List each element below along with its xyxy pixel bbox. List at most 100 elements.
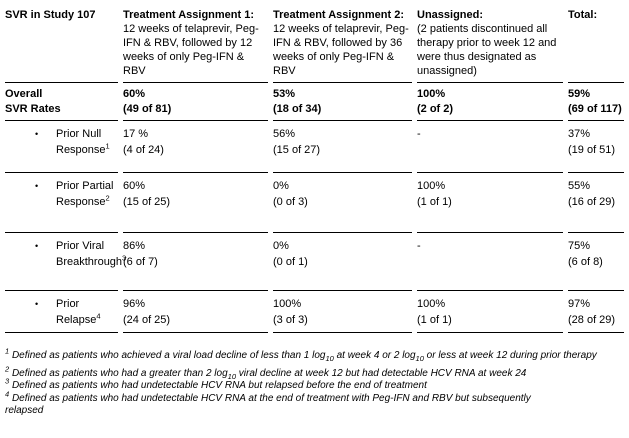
cell-partial-total-n: (16 of 29) xyxy=(568,196,616,208)
cell-partial-total-pct: 55% xyxy=(568,180,591,192)
row-overall-svr-rates: Overall SVR Rates 60% (49 of 81) 53% (18… xyxy=(5,83,624,121)
cell-overall-ta1-pct: 60% xyxy=(123,88,146,100)
cell-viral-unassigned-pct: - xyxy=(417,240,421,252)
cell-relapse-unassigned-pct: 100% xyxy=(417,298,446,310)
bullet-icon: • xyxy=(35,241,39,251)
cell-viral-ta1: 86% (6 of 7) xyxy=(123,233,268,291)
cell-overall-ta2-pct: 53% xyxy=(273,88,296,100)
cell-null-total: 37% (19 of 51) xyxy=(568,121,624,173)
table-title: SVR in Study 107 xyxy=(5,9,96,21)
cell-viral-total-n: (6 of 8) xyxy=(568,256,603,268)
cell-relapse-ta2-n: (3 of 3) xyxy=(273,314,308,326)
row-label-prior-viral-breakthrough: • Prior Viral Breakthrough3 xyxy=(5,233,126,291)
row-label-prior-null-response: • Prior Null Response1 xyxy=(5,121,118,173)
row-label-prior-viral-line1: Prior Viral xyxy=(56,240,105,252)
footnote-2-text: Defined as patients who had a greater th… xyxy=(11,367,228,379)
col-header-total-title: Total: xyxy=(568,9,598,21)
document-page: SVR in Study 107 Treatment Assignment 1:… xyxy=(0,0,629,418)
cell-overall-unassigned: 100% (2 of 2) xyxy=(417,83,563,121)
row-label-prior-null-line1: Prior Null xyxy=(56,128,102,140)
cell-overall-ta2-n: (18 of 34) xyxy=(273,103,322,115)
cell-null-ta2: 56% (15 of 27) xyxy=(273,121,412,173)
cell-overall-ta2: 53% (18 of 34) xyxy=(273,83,412,121)
cell-relapse-ta1-pct: 96% xyxy=(123,298,146,310)
cell-null-unassigned-pct: - xyxy=(417,128,421,140)
cell-null-unassigned: - xyxy=(417,121,563,173)
row-prior-viral-breakthrough: • Prior Viral Breakthrough3 86% (6 of 7) … xyxy=(5,233,624,291)
footnote-3-marker: 3 xyxy=(5,376,10,386)
col-header-treatment-assignment-2: Treatment Assignment 2: 12 weeks of tela… xyxy=(273,0,412,83)
footnote-1-sub10-b: 10 xyxy=(415,354,424,363)
cell-null-total-n: (19 of 51) xyxy=(568,144,616,156)
footnote-2: 2 Defined as patients who had a greater … xyxy=(5,364,527,381)
footnote-3: 3 Defined as patients who had undetectab… xyxy=(5,376,625,393)
svr-results-table: SVR in Study 107 Treatment Assignment 1:… xyxy=(5,0,624,333)
footnote-3-text: Defined as patients who had undetectable… xyxy=(11,380,427,391)
footnote-4: 4 Defined as patients who had undetectab… xyxy=(5,390,553,418)
footnote-marker-1: 1 xyxy=(105,141,110,151)
cell-null-ta1-pct: 17 % xyxy=(123,128,149,140)
cell-overall-total-pct: 59% xyxy=(568,88,591,100)
cell-partial-unassigned: 100% (1 of 1) xyxy=(417,173,563,233)
footnote-marker-4: 4 xyxy=(96,311,101,321)
footnote-2-sub10: 10 xyxy=(227,371,236,381)
cell-partial-ta1-n: (15 of 25) xyxy=(123,196,171,208)
cell-overall-unassigned-pct: 100% xyxy=(417,88,446,100)
cell-null-ta2-n: (15 of 27) xyxy=(273,144,321,156)
cell-viral-ta1-pct: 86% xyxy=(123,240,146,252)
row-label-overall-line1: Overall xyxy=(5,88,43,100)
footnote-2-marker: 2 xyxy=(5,364,10,374)
row-label-prior-relapse-line1: Prior Relapse xyxy=(56,298,97,326)
col-header-treatment-assignment-2-desc: 12 weeks of telaprevir, Peg-IFN & RBV, f… xyxy=(273,23,409,77)
cell-relapse-total: 97% (28 of 29) xyxy=(568,291,624,333)
cell-relapse-ta1-n: (24 of 25) xyxy=(123,314,171,326)
cell-partial-unassigned-n: (1 of 1) xyxy=(417,196,452,208)
bullet-icon: • xyxy=(35,181,39,191)
cell-partial-ta2-n: (0 of 3) xyxy=(273,196,308,208)
row-label-prior-partial-response: • Prior Partial Response2 xyxy=(5,173,118,233)
cell-relapse-unassigned-n: (1 of 1) xyxy=(417,314,452,326)
cell-viral-ta1-n: (6 of 7) xyxy=(123,256,158,268)
cell-relapse-total-n: (28 of 29) xyxy=(568,314,616,326)
row-label-prior-partial-line2: Response xyxy=(56,196,106,208)
row-label-overall-line2: SVR Rates xyxy=(5,103,61,115)
col-header-unassigned-desc: (2 patients discontinued all therapy pri… xyxy=(417,23,557,77)
cell-partial-ta1-pct: 60% xyxy=(123,180,146,192)
cell-partial-total: 55% (16 of 29) xyxy=(568,173,624,233)
footnote-marker-2: 2 xyxy=(105,193,110,203)
cell-partial-ta1: 60% (15 of 25) xyxy=(123,173,268,233)
row-prior-null-response: • Prior Null Response1 17 % (4 of 24) 56%… xyxy=(5,121,624,173)
cell-overall-unassigned-n: (2 of 2) xyxy=(417,103,454,115)
footnote-1-marker: 1 xyxy=(5,346,10,356)
footnote-1-text: Defined as patients who achieved a viral… xyxy=(11,350,326,361)
footnotes: 1 Defined as patients who achieved a vir… xyxy=(0,346,629,418)
cell-relapse-total-pct: 97% xyxy=(568,298,591,310)
cell-overall-ta1: 60% (49 of 81) xyxy=(123,83,268,121)
col-header-treatment-assignment-1: Treatment Assignment 1: 12 weeks of tela… xyxy=(123,0,268,83)
cell-viral-ta2: 0% (0 of 1) xyxy=(273,233,412,291)
cell-overall-ta1-n: (49 of 81) xyxy=(123,103,172,115)
cell-null-total-pct: 37% xyxy=(568,128,591,140)
row-prior-partial-response: • Prior Partial Response2 60% (15 of 25) … xyxy=(5,173,624,233)
cell-viral-total-pct: 75% xyxy=(568,240,591,252)
col-header-unassigned: Unassigned: (2 patients discontinued all… xyxy=(417,0,563,83)
cell-overall-total: 59% (69 of 117) xyxy=(568,83,624,121)
col-header-study: SVR in Study 107 xyxy=(5,0,118,83)
bullet-icon: • xyxy=(35,299,39,309)
col-header-treatment-assignment-1-desc: 12 weeks of telaprevir, Peg-IFN & RBV, f… xyxy=(123,23,259,77)
header-row: SVR in Study 107 Treatment Assignment 1:… xyxy=(5,0,624,83)
col-header-unassigned-title: Unassigned: xyxy=(417,9,484,21)
row-label-prior-viral-line2: Breakthrough xyxy=(56,256,123,268)
cell-relapse-unassigned: 100% (1 of 1) xyxy=(417,291,563,333)
row-label-prior-relapse: • Prior Relapse4 xyxy=(5,291,118,333)
cell-viral-total: 75% (6 of 8) xyxy=(568,233,624,291)
footnote-4-marker: 4 xyxy=(5,389,10,399)
row-prior-relapse: • Prior Relapse4 96% (24 of 25) 100% (3 … xyxy=(5,291,624,333)
cell-null-ta1-n: (4 of 24) xyxy=(123,144,164,156)
bullet-icon: • xyxy=(35,129,39,139)
cell-null-ta1: 17 % (4 of 24) xyxy=(123,121,268,173)
cell-partial-ta2-pct: 0% xyxy=(273,180,289,192)
cell-relapse-ta2-pct: 100% xyxy=(273,298,302,310)
cell-partial-ta2: 0% (0 of 3) xyxy=(273,173,412,233)
footnote-1-sub10-a: 10 xyxy=(325,354,334,363)
